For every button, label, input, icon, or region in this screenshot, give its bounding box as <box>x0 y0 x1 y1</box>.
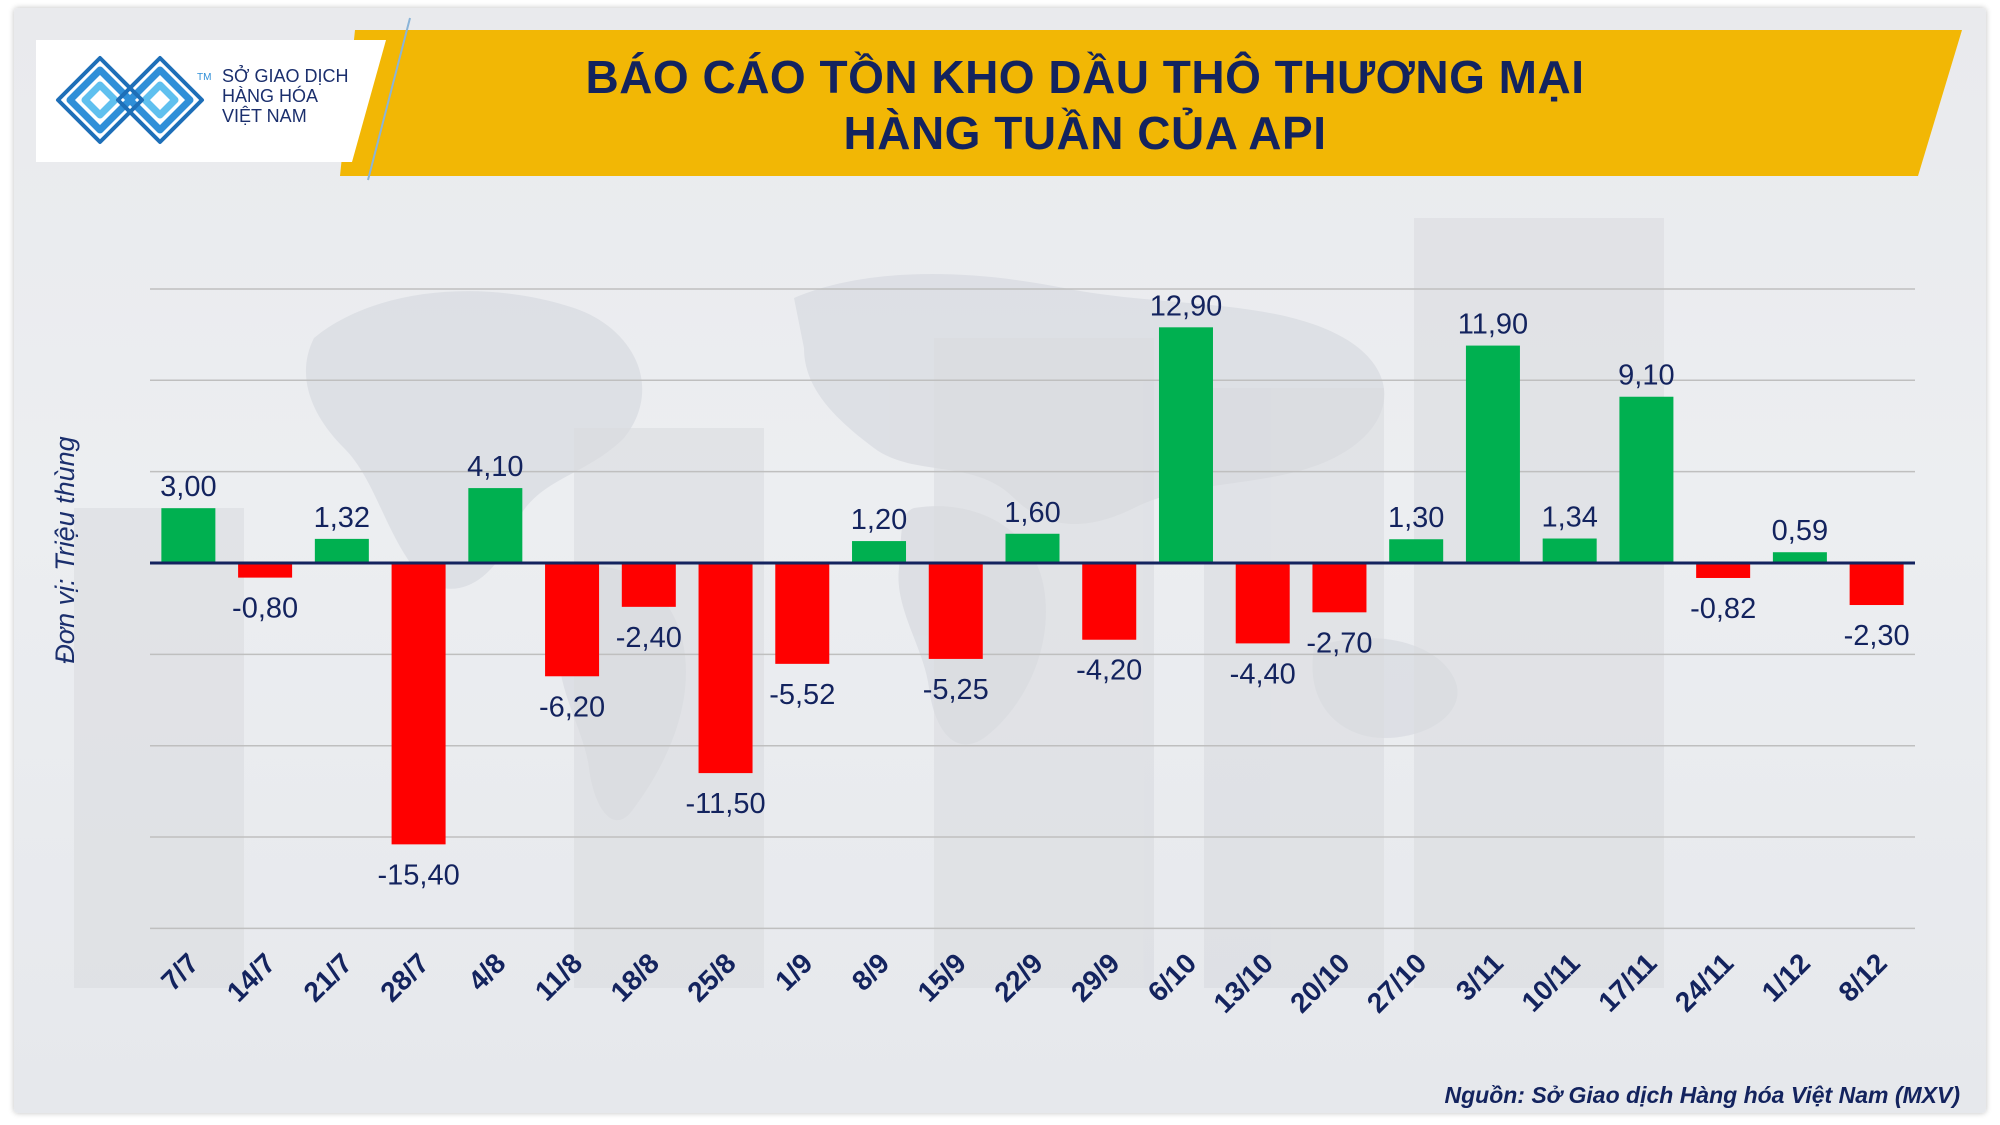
x-tick-label: 6/10 <box>1142 947 1202 1007</box>
data-labels: 3,00 -0,80 1,32 -15,40 4,10 -6,20 -2,40 -11,50 -… <box>160 290 1910 891</box>
x-tick-label: 15/9 <box>912 947 972 1007</box>
bar-1-12 <box>1772 552 1827 563</box>
x-tick-label: 8/12 <box>1832 947 1892 1007</box>
title-line-2: HÀNG TUẦN CỦA API <box>843 107 1327 159</box>
bar-27-10 <box>1389 539 1444 563</box>
data-label: -2,70 <box>1306 627 1372 659</box>
bar-3-11 <box>1465 345 1520 563</box>
bar-11-8 <box>545 563 600 677</box>
bar-10-11 <box>1542 538 1597 563</box>
data-label: -0,80 <box>232 593 298 625</box>
bar-22-9 <box>1005 533 1060 563</box>
bar-6-10 <box>1158 327 1213 563</box>
data-label: 3,00 <box>160 471 216 503</box>
data-label: -2,30 <box>1844 620 1910 652</box>
data-label: -5,52 <box>769 679 835 711</box>
bar-15-9 <box>928 563 983 659</box>
data-label: 11,90 <box>1458 309 1528 341</box>
logo-wordmark: SỞ GIAO DỊCH HÀNG HÓA VIỆT NAM <box>222 66 372 126</box>
x-tick-label: 13/10 <box>1207 947 1278 1018</box>
page-title: BÁO CÁO TỒN KHO DẦU THÔ THƯƠNG MẠI HÀNG … <box>390 40 1780 170</box>
bars <box>161 327 1904 845</box>
x-tick-label: 21/7 <box>298 947 358 1007</box>
data-label: 1,60 <box>1004 497 1060 529</box>
bar-21-7 <box>314 538 369 563</box>
trademark-mark: TM <box>197 72 211 83</box>
bar-17-11 <box>1619 396 1674 563</box>
bar-25-8 <box>698 563 753 774</box>
x-tick-label: 22/9 <box>988 947 1048 1007</box>
x-tick-label: 11/8 <box>529 947 588 1006</box>
bar-18-8 <box>621 563 676 607</box>
x-tick-label: 3/11 <box>1450 947 1509 1006</box>
x-tick-labels: 7/7 14/7 21/7 28/7 4/8 11/8 18/8 25/8 1/9 8/9 15/9… <box>155 947 1893 1018</box>
x-tick-label: 20/10 <box>1284 947 1355 1018</box>
x-tick-label: 28/7 <box>374 947 434 1007</box>
source-note: Nguồn: Sở Giao dịch Hàng hóa Việt Nam (M… <box>1444 1082 1960 1108</box>
data-label: 9,10 <box>1618 360 1674 392</box>
bar-4-8 <box>468 488 523 563</box>
x-tick-label: 10/11 <box>1516 947 1586 1017</box>
data-label: -11,50 <box>686 788 766 820</box>
x-tick-label: 17/11 <box>1592 947 1662 1017</box>
data-label: -5,25 <box>923 674 989 706</box>
data-label: 1,20 <box>851 504 907 536</box>
logo-line-3: VIỆT NAM <box>222 106 307 126</box>
x-tick-label: 1/9 <box>769 947 818 996</box>
x-tick-label: 7/7 <box>155 947 204 996</box>
x-tick-label: 14/7 <box>221 947 281 1007</box>
banner-divider <box>367 17 411 181</box>
x-tick-label: 1/12 <box>1756 947 1816 1007</box>
x-tick-label: 25/8 <box>681 947 741 1007</box>
data-label: -6,20 <box>539 691 605 723</box>
bar-13-10 <box>1235 563 1290 644</box>
data-label: 0,59 <box>1772 515 1828 547</box>
bar-29-9 <box>1082 563 1137 640</box>
data-label: 4,10 <box>467 451 523 483</box>
bar-20-10 <box>1312 563 1367 613</box>
data-label: 1,32 <box>314 502 370 534</box>
banner-fill <box>340 30 1962 176</box>
x-tick-label: 29/9 <box>1065 947 1125 1007</box>
logo-panel <box>36 40 386 162</box>
data-label: -4,40 <box>1230 658 1296 690</box>
bar-28-7 <box>391 563 446 845</box>
title-banner: TM <box>36 17 1962 181</box>
bar-7-7 <box>161 508 216 563</box>
x-tick-label: 8/9 <box>846 947 895 996</box>
x-tick-label: 24/11 <box>1669 947 1739 1017</box>
data-label: 1,34 <box>1541 502 1597 534</box>
data-label: -2,40 <box>616 622 682 654</box>
data-label: 1,30 <box>1388 502 1444 534</box>
data-label: -15,40 <box>377 859 459 891</box>
logo-line-1: SỞ GIAO DỊCH <box>222 66 349 86</box>
x-tick-label: 18/8 <box>605 947 665 1007</box>
bar-1-9 <box>775 563 830 664</box>
x-tick-label: 27/10 <box>1361 947 1432 1018</box>
bar-24-11 <box>1696 563 1751 578</box>
logo-line-2: HÀNG HÓA <box>222 86 319 106</box>
data-label: 12,90 <box>1150 290 1223 322</box>
bar-8-9 <box>852 541 907 563</box>
y-axis-label: Đơn vị: Triệu thùng <box>50 436 80 664</box>
mxv-logo-icon <box>56 56 204 144</box>
bar-14-7 <box>238 563 293 578</box>
data-label: -0,82 <box>1690 593 1756 625</box>
x-tick-label: 4/8 <box>462 947 511 996</box>
data-label: -4,20 <box>1076 655 1142 687</box>
bar-8-12 <box>1849 563 1904 606</box>
title-line-1: BÁO CÁO TỒN KHO DẦU THÔ THƯƠNG MẠI <box>585 51 1585 103</box>
